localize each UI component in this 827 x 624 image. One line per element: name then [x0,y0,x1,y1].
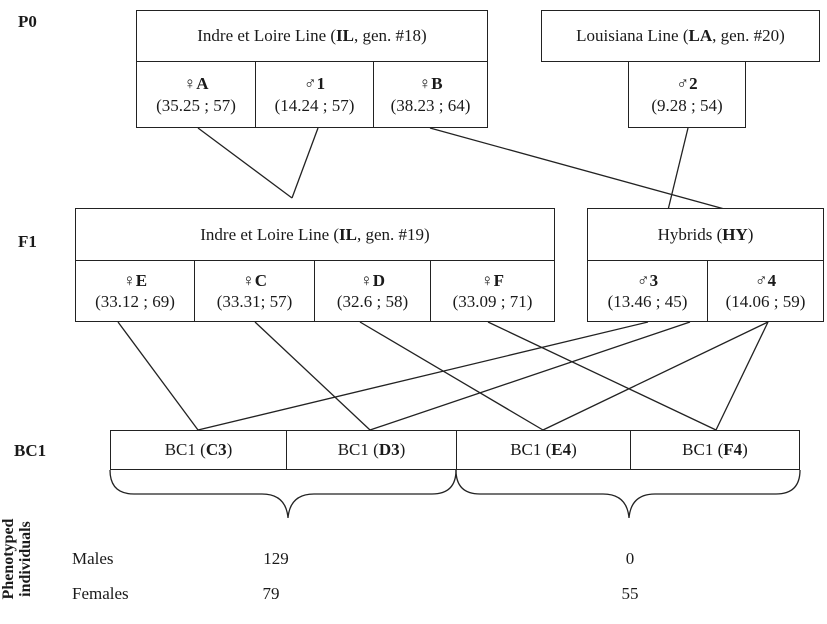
link-4-F4 [715,321,769,431]
p0-individual-A: ♀A (35.25 ; 57) [136,61,256,128]
p0-individual-B: ♀B (38.23 ; 64) [373,61,488,128]
f1-individual-F: ♀F (33.09 ; 71) [430,260,555,322]
males-label: Males [72,549,114,568]
females-count-left: 79 [262,584,280,603]
f1-individual-4: ♂4 (14.06 ; 59) [707,260,824,322]
link-2-HY [667,127,689,211]
generation-label-f1: F1 [18,232,37,251]
brace-left [109,469,457,519]
f1-il-line-header: Indre et Loire Line (IL, gen. #19) [75,208,555,261]
pedigree-links [109,127,801,519]
phenotyped-title: Phenotyped individuals [0,518,34,600]
link-C-D3 [254,321,371,431]
bc1-family-D3: BC1 (D3) [286,430,457,470]
bc1-family-C3: BC1 (C3) [110,430,287,470]
bc1-family-E4: BC1 (E4) [456,430,631,470]
link-F-F4 [487,321,717,431]
males-count-right: 0 [625,549,635,568]
generation-label-bc1: BC1 [14,441,47,460]
bc1-family-F4: BC1 (F4) [630,430,800,470]
p0-individual-2: ♂2 (9.28 ; 54) [628,61,746,128]
f1-individual-D: ♀D (32.6 ; 58) [314,260,431,322]
generation-label-p0: P0 [18,12,37,31]
p0-il-line-header: Indre et Loire Line (IL, gen. #18) [136,10,488,62]
p0-individual-1: ♂1 (14.24 ; 57) [255,61,374,128]
link-3-C3 [197,321,649,431]
link-E-C3 [117,321,199,431]
link-B-HY [429,127,729,211]
brace-right [455,469,801,519]
link-3-D3 [369,321,691,431]
females-count-right: 55 [621,584,639,603]
f1-hybrids-header: Hybrids (HY) [587,208,824,261]
link-4-E4 [542,321,769,431]
f1-individual-E: ♀E (33.12 ; 69) [75,260,195,322]
link-D-E4 [359,321,544,431]
link-1-F1IL [291,127,319,199]
link-A-F1IL [197,127,293,199]
f1-individual-3: ♂3 (13.46 ; 45) [587,260,708,322]
females-label: Females [72,584,129,603]
males-count-left: 129 [263,549,289,568]
f1-individual-C: ♀C (33.31; 57) [194,260,315,322]
p0-la-line-header: Louisiana Line (LA, gen. #20) [541,10,820,62]
